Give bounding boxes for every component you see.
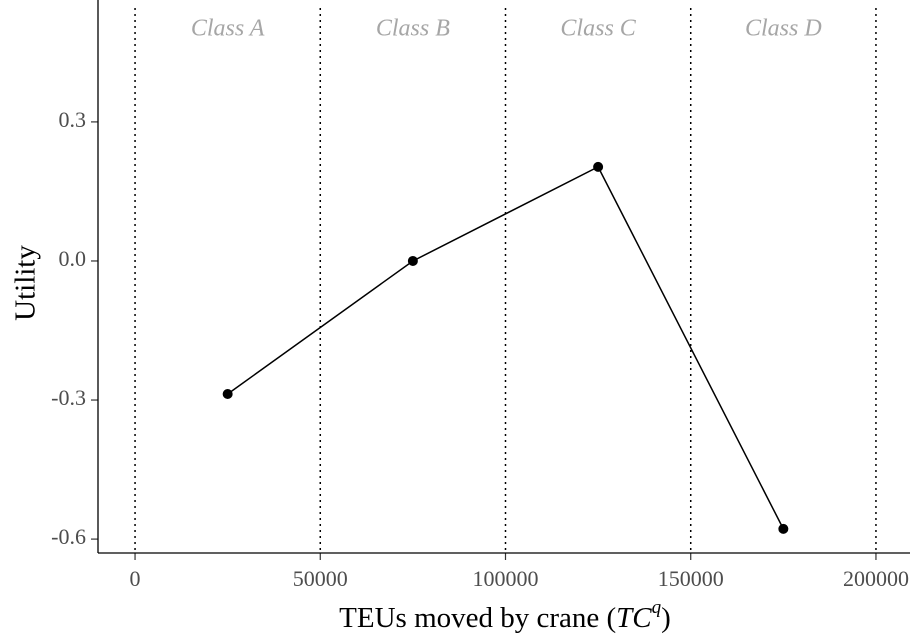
- class-label: Class D: [745, 16, 822, 42]
- point: [593, 161, 604, 172]
- point: [778, 523, 789, 534]
- y-tick-label: 0.3: [59, 107, 87, 132]
- point: [407, 255, 418, 266]
- y-tick-label: -0.3: [51, 385, 86, 410]
- class-label: Class A: [191, 16, 265, 42]
- x-tick-label: 0: [130, 566, 141, 591]
- x-label-part: q: [652, 597, 662, 618]
- x-tick-label: 150000: [658, 566, 724, 591]
- y-tick-label: 0.0: [59, 246, 87, 271]
- class-label: Class B: [376, 16, 450, 42]
- point: [222, 389, 233, 400]
- x-label-part: TEUs moved by crane (: [339, 602, 616, 634]
- y-tick-label: -0.6: [51, 524, 86, 549]
- class-label: Class C: [560, 16, 636, 42]
- x-label-part: TC: [616, 602, 652, 634]
- x-tick-label: 50000: [293, 566, 348, 591]
- x-axis-label: TEUs moved by crane (TCq): [339, 597, 671, 633]
- x-label-part: ): [661, 602, 671, 634]
- x-tick-label: 100000: [473, 566, 539, 591]
- line: [227, 165, 785, 530]
- y-axis-label: Utility: [10, 245, 42, 321]
- x-tick-label: 200000: [843, 566, 909, 591]
